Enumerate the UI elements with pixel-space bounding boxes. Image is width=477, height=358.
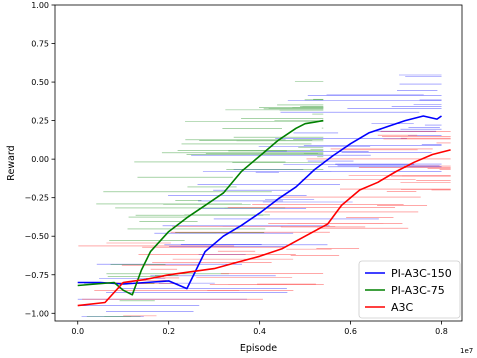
legend-label: PI-A3C-150 bbox=[391, 267, 452, 280]
y-tick-label: −0.25 bbox=[24, 194, 49, 203]
y-axis-label: Reward bbox=[6, 145, 17, 180]
y-tick-label: 0.50 bbox=[31, 78, 49, 87]
y-tick-label: 0.00 bbox=[31, 155, 49, 164]
legend-box bbox=[358, 260, 461, 319]
y-tick-label: −0.50 bbox=[24, 232, 49, 241]
series-lines bbox=[77, 115, 451, 307]
x-axis-label: Episode bbox=[240, 343, 277, 354]
legend-label: A3C bbox=[391, 301, 414, 314]
series-line-0 bbox=[77, 115, 442, 290]
series-line-2 bbox=[77, 149, 451, 307]
variance-band-2 bbox=[78, 131, 451, 317]
plot-frame bbox=[54, 4, 463, 322]
y-axis: 1.00 0.75 0.50 0.25 0.00 −0.25 −0.50 −0.75 −1.00 bbox=[24, 1, 55, 318]
x-tick-label: 0.0 bbox=[71, 327, 84, 336]
x-tick-label: 0.2 bbox=[162, 327, 175, 336]
x-tick-label: 0.4 bbox=[253, 327, 266, 336]
x-tick-label: 0.8 bbox=[435, 327, 448, 336]
variance-bands bbox=[77, 74, 451, 317]
y-tick-label: −1.00 bbox=[24, 309, 49, 318]
x-tick-label: 0.6 bbox=[344, 327, 357, 336]
y-tick-label: 0.75 bbox=[31, 40, 49, 49]
legend: PI-A3C-150 PI-A3C-75 A3C bbox=[358, 260, 461, 319]
x-axis-exponent: 1e7 bbox=[460, 347, 473, 355]
y-tick-label: 1.00 bbox=[31, 1, 49, 10]
y-tick-label: 0.25 bbox=[31, 117, 49, 126]
legend-label: PI-A3C-75 bbox=[391, 284, 445, 297]
y-tick-label: −0.75 bbox=[24, 271, 49, 280]
x-axis: 0.0 0.2 0.4 0.6 0.8 bbox=[71, 321, 448, 336]
series-line-1 bbox=[77, 119, 324, 296]
